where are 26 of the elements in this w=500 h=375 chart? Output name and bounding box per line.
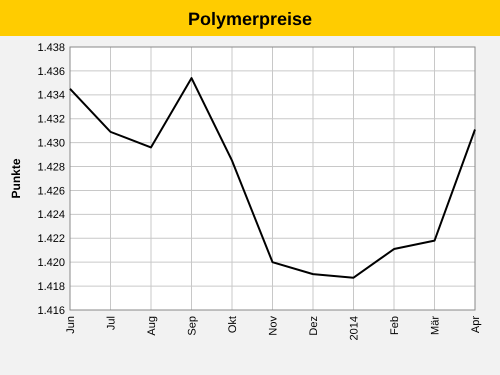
- y-tick-label: 1.434: [37, 90, 65, 102]
- x-tick-label: Sep: [186, 316, 198, 336]
- x-tick-label: Feb: [389, 316, 401, 335]
- y-tick-label: 1.420: [37, 257, 65, 270]
- y-tick-label: 1.424: [37, 209, 65, 222]
- y-tick-label: 1.428: [37, 161, 65, 174]
- x-tick-label: Nov: [268, 316, 280, 336]
- y-tick-label: 1.426: [37, 185, 65, 198]
- x-tick-label: Aug: [146, 316, 158, 336]
- x-tick-label: Okt: [227, 316, 239, 334]
- y-tick-label: 1.422: [37, 233, 65, 246]
- y-axis-title: Punkte: [9, 158, 23, 199]
- line-series: [69, 77, 476, 279]
- x-tick-label: Dez: [308, 316, 320, 336]
- y-tick-label: 1.436: [37, 66, 65, 78]
- y-tick-label: 1.416: [37, 304, 65, 317]
- y-tick-label: 1.432: [37, 114, 65, 126]
- y-tick-label: 1.418: [37, 280, 65, 293]
- y-tick-label: 1.430: [37, 137, 65, 150]
- x-tick-label: Apr: [470, 316, 482, 334]
- x-tick-label: Mär: [430, 316, 442, 335]
- x-tick-label: Jul: [106, 316, 118, 330]
- x-tick-label: Jun: [65, 316, 77, 334]
- x-tick-label: 2014: [348, 316, 360, 340]
- y-tick-label: 1.438: [37, 42, 65, 54]
- chart-title: Polymerpreise: [188, 9, 312, 29]
